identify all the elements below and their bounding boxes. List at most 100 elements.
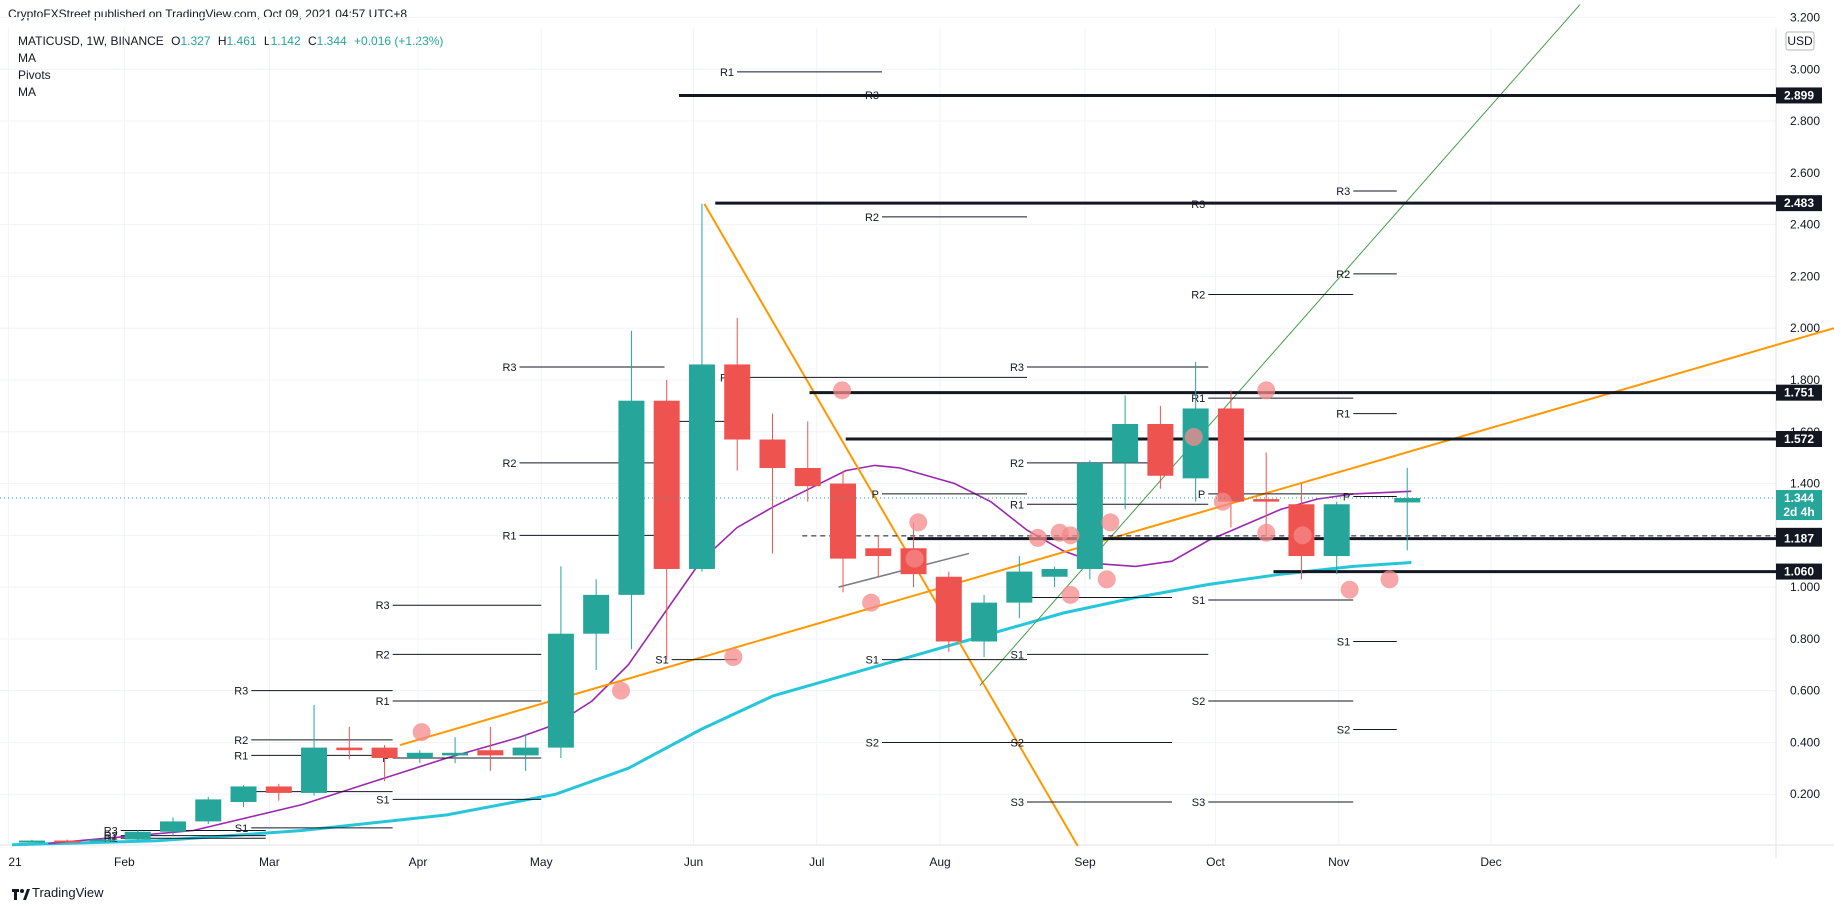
pivot-level-label: R2 (234, 735, 248, 747)
y-tick-label: 1.800 (1790, 373, 1820, 387)
candle-body (865, 548, 892, 557)
candle-body (688, 364, 715, 569)
candle-body (159, 821, 186, 832)
x-tick-label: Apr (409, 855, 428, 869)
candle-body (830, 483, 857, 559)
key-level-value: 2.899 (1784, 88, 1814, 102)
pivot-level-label: R1 (720, 67, 734, 79)
pivot-level-label: R1 (234, 750, 248, 762)
candle-countdown: 2d 4h (1783, 505, 1814, 519)
touch-marker (724, 648, 743, 667)
high-value: H1.461 (218, 34, 257, 48)
candle-body (1323, 504, 1350, 557)
candle-body (406, 752, 433, 758)
candle-body (230, 786, 257, 802)
x-tick-label: Sep (1074, 855, 1096, 869)
x-tick-label: Mar (259, 855, 280, 869)
candle-body (1394, 498, 1421, 503)
candle-body (371, 747, 398, 758)
change-value: +0.016 (+1.23%) (354, 34, 444, 48)
key-level-value: 1.187 (1784, 532, 1814, 546)
pivot-level-label: R3 (104, 825, 118, 837)
candle-body (124, 831, 151, 840)
pivot-level-label: R1 (1336, 409, 1350, 421)
open-label: O (171, 34, 181, 48)
x-tick-label: Nov (1328, 855, 1349, 869)
high-label: H (217, 34, 227, 48)
touch-marker (1028, 528, 1047, 547)
high-number: 1.461 (226, 34, 257, 48)
pivot-level-label: R1 (104, 833, 118, 845)
pivot-level-label: S3 (1192, 797, 1205, 809)
touch-marker (1213, 492, 1232, 511)
y-tick-label: 0.600 (1790, 684, 1820, 698)
x-tick-label: Aug (929, 855, 950, 869)
pivot-level-label: R3 (376, 600, 390, 612)
candle-body (195, 799, 222, 822)
indicator-pivots[interactable]: Pivots (18, 68, 51, 82)
candle-body (794, 468, 821, 487)
pivot-level-label: S2 (866, 737, 879, 749)
touch-marker (1257, 381, 1276, 400)
candle-body (1076, 462, 1103, 569)
pivot-level-label: R3 (1010, 362, 1024, 374)
orange-rising-trendline (399, 327, 1834, 746)
indicator-ma-slow[interactable]: MA (18, 85, 36, 99)
y-tick-label: 2.400 (1790, 218, 1820, 232)
y-tick-label: 0.200 (1790, 787, 1820, 801)
currency-label: USD (1787, 34, 1813, 48)
y-tick-label: 2.800 (1790, 114, 1820, 128)
pivot-level-label: R2 (865, 212, 879, 224)
tradingview-brand[interactable]: TradingView (12, 885, 104, 900)
candle-body (971, 602, 998, 642)
open-value: O1.327 (171, 34, 210, 48)
candle-body (547, 633, 574, 748)
low-label: L (263, 34, 271, 48)
key-level-badge (1776, 431, 1822, 448)
x-tick-label: Jul (809, 855, 824, 869)
candle-body (301, 747, 328, 793)
current-price-value: 1.344 (1784, 491, 1814, 505)
close-value: C1.344 (308, 34, 347, 48)
key-level-badge (1776, 87, 1822, 104)
y-tick-label: 0.400 (1790, 735, 1820, 749)
chart-legend: MATICUSD, 1W, BINANCE O1.327 H1.461 L1.1… (18, 33, 447, 101)
key-level-value: 1.060 (1784, 565, 1814, 579)
pivot-level-label: R3 (1191, 199, 1205, 211)
pivot-level-label: S1 (655, 655, 668, 667)
ma-slow-line (11, 561, 1412, 847)
candle-body (477, 750, 504, 756)
y-tick-label: 2.200 (1790, 269, 1820, 283)
x-tick-label: Jun (684, 855, 703, 869)
candle-body (1006, 571, 1033, 603)
touch-marker (1293, 526, 1312, 545)
close-number: 1.344 (316, 34, 347, 48)
touch-marker (1380, 570, 1399, 589)
orange-falling-trendline (703, 203, 1079, 847)
pivot-level-label: S1 (866, 655, 879, 667)
indicator-ma-fast[interactable]: MA (18, 51, 36, 65)
symbol-label[interactable]: MATICUSD, 1W, BINANCE (18, 34, 164, 48)
candle-body (583, 594, 610, 634)
pivot-level-label: S1 (1011, 649, 1024, 661)
pivot-level-label: R2 (376, 649, 390, 661)
y-tick-label: 3.000 (1790, 62, 1820, 76)
touch-marker (1101, 513, 1120, 532)
pivot-level-label: R1 (1191, 393, 1205, 405)
x-tick-label: May (530, 855, 553, 869)
candle-body (54, 840, 81, 843)
pivot-level-label: S1 (1337, 636, 1350, 648)
key-level-badge (1776, 195, 1822, 212)
pivot-level-label: S2 (1192, 696, 1205, 708)
touch-marker (833, 381, 852, 400)
touch-marker (1061, 585, 1080, 604)
x-tick-label: Oct (1206, 855, 1225, 869)
pivot-level-label: S1 (376, 794, 389, 806)
pivot-level-label: R2 (1336, 269, 1350, 281)
y-tick-label: 1.000 (1790, 580, 1820, 594)
pivot-level-label: S1 (1192, 595, 1205, 607)
touch-marker (612, 681, 630, 700)
candle-body (1041, 568, 1068, 577)
candles (18, 203, 1421, 843)
